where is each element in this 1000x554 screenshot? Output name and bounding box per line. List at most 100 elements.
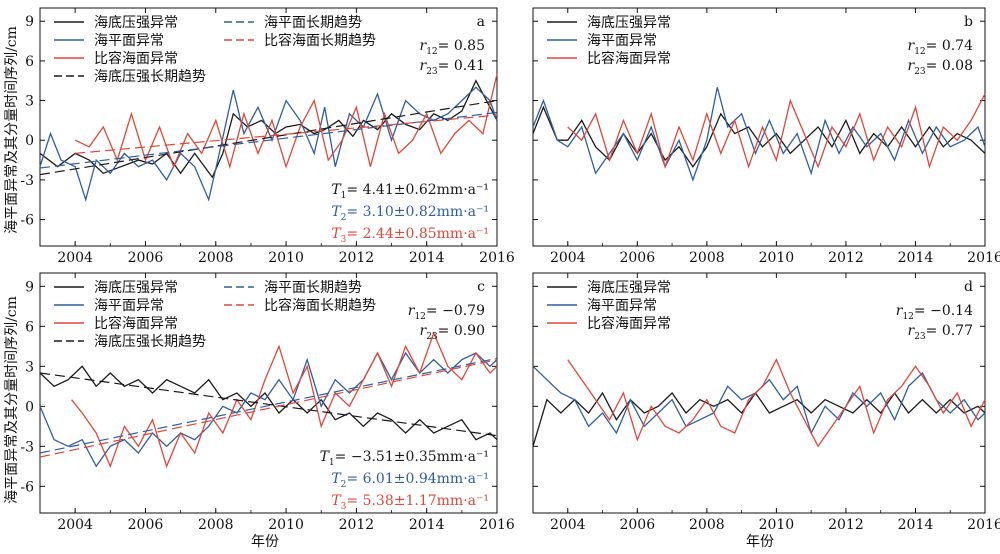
series-steric-trend-line <box>75 114 498 154</box>
series-sla-line <box>39 86 498 203</box>
series-steric-line <box>567 358 986 448</box>
y-tick-label: -3 <box>20 439 34 455</box>
trend-annotation: T1= −3.51±0.35mm·a⁻¹ <box>320 449 489 468</box>
series-sla-line <box>39 351 498 468</box>
legend-label-obp-trend: 海底压强长期趋势 <box>94 69 206 85</box>
legend-label-sla: 海平面异常 <box>94 298 164 314</box>
x-tick-label: 2008 <box>689 250 725 266</box>
legend-label-sla: 海平面异常 <box>587 33 657 49</box>
x-axis-label-left: 年份 <box>251 534 279 550</box>
x-tick-label: 2006 <box>128 517 164 533</box>
x-tick-label: 2006 <box>619 250 655 266</box>
series-sla-line <box>532 365 986 435</box>
legend-label-steric-trend: 比容海面长期趋势 <box>264 32 376 49</box>
correlation-stat: r23= 0.90 <box>419 323 485 342</box>
trend-annotation: T1= 4.41±0.62mm·a⁻¹ <box>331 182 489 201</box>
x-tick-label: 2010 <box>268 250 304 266</box>
y-tick-label: -6 <box>20 213 34 229</box>
legend-label-obp-trend: 海底压强长期趋势 <box>94 334 206 350</box>
y-tick-label: 3 <box>25 94 34 110</box>
y-tick-label: -3 <box>20 173 34 189</box>
correlation-stat: r12= 0.74 <box>907 38 973 57</box>
x-tick-label: 2004 <box>550 250 586 266</box>
panel-letter: d <box>964 279 973 295</box>
x-tick-label: 2014 <box>409 250 445 266</box>
x-tick-label: 2004 <box>550 517 586 533</box>
series-obp-line <box>532 391 986 447</box>
series-steric-trend-line <box>39 359 498 458</box>
correlation-stat: r23= 0.41 <box>419 58 485 77</box>
x-tick-label: 2006 <box>619 517 655 533</box>
panel-a: 2004 2006 2008 2010 2012 2014 2016 -6 -3 0 3 6 9 海底压强… <box>20 7 515 266</box>
x-tick-label: 2010 <box>268 517 304 533</box>
x-tick-label: 2008 <box>198 250 234 266</box>
x-tick-label: 2016 <box>967 517 1000 533</box>
legend-label-obp: 海底压强异常 <box>587 15 671 31</box>
legend-label-obp: 海底压强异常 <box>94 280 178 296</box>
panel-d-frame <box>532 272 986 514</box>
legend-label-steric: 比容海面异常 <box>587 315 671 332</box>
legend-label-sla: 海平面异常 <box>94 33 164 49</box>
series-steric-line <box>71 331 498 469</box>
y-tick-label: 6 <box>25 319 34 335</box>
y-tick-label: -6 <box>20 479 34 495</box>
correlation-stat: r12= −0.79 <box>408 303 485 322</box>
x-tick-label: 2016 <box>479 517 515 533</box>
legend-label-sla-trend: 海平面长期趋势 <box>264 15 362 31</box>
series-obp-line <box>39 365 498 441</box>
legend-label-sla-trend: 海平面长期趋势 <box>264 280 362 296</box>
panel-d: 2004 2006 2008 2010 2012 2014 2016 海底压强异常海平面异常比… <box>532 272 1000 533</box>
legend-label-sla: 海平面异常 <box>587 298 657 314</box>
correlation-stat: r23= 0.77 <box>907 323 973 342</box>
x-tick-label: 2010 <box>759 517 795 533</box>
legend-label-steric: 比容海面异常 <box>587 50 671 67</box>
x-tick-label: 2016 <box>479 250 515 266</box>
x-tick-label: 2004 <box>57 250 93 266</box>
panel-letter: a <box>477 14 485 30</box>
x-tick-label: 2016 <box>967 250 1000 266</box>
trend-annotation: T3= 5.38±1.17mm·a⁻¹ <box>331 493 489 512</box>
legend-label-steric-trend: 比容海面长期趋势 <box>264 297 376 314</box>
x-tick-label: 2012 <box>339 250 375 266</box>
series-steric-line <box>74 73 498 170</box>
correlation-stat: r12= −0.14 <box>896 303 973 322</box>
panel-c-frame <box>39 272 498 514</box>
legend-label-obp: 海底压强异常 <box>587 280 671 296</box>
panel-c: 2004 2006 2008 2010 2012 2014 2016 -6 -3 0 3 6 9 海底压强… <box>20 272 515 533</box>
x-tick-label: 2012 <box>828 517 864 533</box>
trend-annotation: T2= 3.10±0.82mm·a⁻¹ <box>331 204 489 223</box>
series-steric-line <box>567 93 986 170</box>
x-tick-label: 2014 <box>409 517 445 533</box>
panel-letter: b <box>964 14 973 30</box>
x-tick-label: 2012 <box>339 517 375 533</box>
x-tick-label: 2012 <box>828 250 864 266</box>
x-tick-label: 2014 <box>898 250 934 266</box>
x-tick-label: 2008 <box>198 517 234 533</box>
panel-b: 2004 2006 2008 2010 2012 2014 2016 海底压强异常海平面异常比… <box>532 7 1000 266</box>
series-sla-line <box>532 87 986 182</box>
correlation-stat: r12= 0.85 <box>419 38 485 57</box>
series-obp-line <box>532 105 986 168</box>
panel-letter: c <box>477 279 485 295</box>
series-sla-trend-line <box>39 357 498 454</box>
series-obp-trend-line <box>39 100 498 176</box>
panels-group: 2004 2006 2008 2010 2012 2014 2016 -6 -3 0 3 6 9 海底压强… <box>20 7 1000 533</box>
y-tick-label: 9 <box>25 14 34 30</box>
x-axis-label-right: 年份 <box>746 534 774 550</box>
trend-annotation: T2= 6.01±0.94mm·a⁻¹ <box>331 471 489 490</box>
x-tick-label: 2010 <box>759 250 795 266</box>
y-axis-label-top: 海平面异常及其分量时间序列/cm <box>4 26 20 234</box>
series-obp-trend-line <box>39 372 498 437</box>
x-tick-label: 2004 <box>57 517 93 533</box>
correlation-stat: r23= 0.08 <box>907 58 973 77</box>
x-tick-label: 2014 <box>898 517 934 533</box>
y-tick-label: 0 <box>25 133 34 149</box>
y-axis-label-bottom: 海平面异常及其分量时间序列/cm <box>4 296 20 504</box>
x-tick-label: 2008 <box>689 517 725 533</box>
panel-a-frame <box>39 7 498 247</box>
y-tick-label: 0 <box>25 399 34 415</box>
trend-annotation: T3= 2.44±0.85mm·a⁻¹ <box>331 226 489 245</box>
legend-label-obp: 海底压强异常 <box>94 15 178 31</box>
y-tick-label: 9 <box>25 279 34 295</box>
